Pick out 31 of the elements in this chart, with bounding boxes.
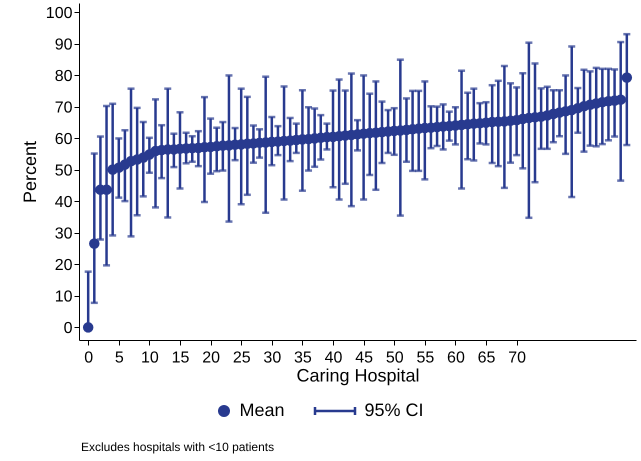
x-tick-label: 40: [324, 350, 343, 366]
x-tick-label: 35: [294, 350, 312, 366]
y-tick-label: 50: [54, 162, 73, 180]
y-tick-label: 90: [54, 36, 73, 54]
x-tick-label: 15: [172, 350, 190, 366]
x-tick-label: 60: [447, 350, 465, 366]
x-tick-label: 30: [263, 350, 282, 366]
text: Excludes hospitals with <10 patients: [81, 440, 274, 454]
x-tick-label: 10: [140, 350, 159, 366]
y-tick-label: 20: [54, 256, 73, 274]
x-tick-label: 45: [355, 350, 374, 366]
text: 95% CI: [364, 400, 424, 421]
x-tick-label: 55: [416, 350, 434, 366]
x-tick-label: 0: [84, 350, 94, 366]
y-tick-label: 40: [54, 194, 73, 211]
y-tick-label: 0: [64, 320, 73, 337]
legend-label: Mean: [239, 400, 284, 421]
x-axis-title: Caring Hospital: [296, 366, 420, 386]
y-tick-label: 80: [54, 68, 73, 85]
y-tick-label: 100: [46, 4, 73, 22]
y-axis-title: Percent: [20, 140, 40, 204]
x-tick-label: 50: [386, 350, 404, 366]
x-tick-label: 5: [114, 350, 124, 366]
x-tick-label: 65: [478, 350, 496, 366]
y-tick-label: 70: [54, 99, 73, 116]
x-tick-label: 20: [202, 350, 220, 366]
y-tick-label: 60: [54, 130, 73, 148]
y-tick-label: 30: [54, 225, 73, 242]
x-tick-label: 70: [508, 350, 526, 366]
x-tick-label: 25: [232, 350, 251, 366]
y-tick-label: 10: [54, 288, 73, 306]
